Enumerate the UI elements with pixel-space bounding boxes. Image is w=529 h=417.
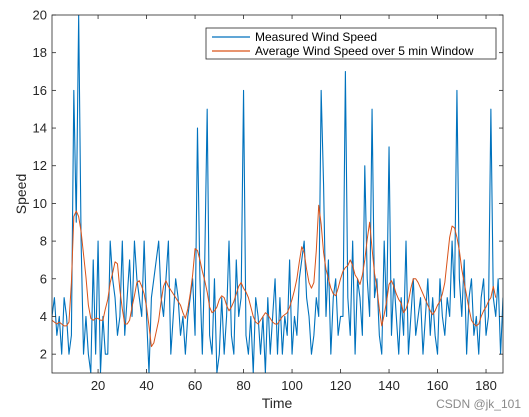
legend[interactable]: Measured Wind Speed Average Wind Speed o… <box>205 27 497 60</box>
y-tick-label: 14 <box>33 121 47 136</box>
x-tick-label: 180 <box>475 378 497 393</box>
y-tick-label: 10 <box>33 196 47 211</box>
x-tick-label: 20 <box>91 378 105 393</box>
series-line-measured <box>52 15 503 373</box>
plot-area <box>52 15 503 373</box>
y-tick-label: 8 <box>40 234 47 249</box>
x-tick-label: 140 <box>378 378 400 393</box>
watermark: CSDN @jk_101 <box>436 397 521 411</box>
x-tick-label: 40 <box>139 378 153 393</box>
legend-label-average: Average Wind Speed over 5 min Window <box>255 44 474 58</box>
series-layer <box>52 15 503 373</box>
y-tick-label: 6 <box>40 271 47 286</box>
y-axis-title: Speed <box>13 174 29 214</box>
x-tick-label: 120 <box>330 378 352 393</box>
axes-box <box>51 14 504 374</box>
legend-box <box>205 27 497 60</box>
series-line-average <box>52 204 497 348</box>
y-tick-label: 4 <box>40 309 47 324</box>
x-tick-label: 100 <box>281 378 303 393</box>
x-tick-label: 160 <box>427 378 449 393</box>
y-tick-label: 20 <box>33 8 47 23</box>
legend-label-measured: Measured Wind Speed <box>255 30 377 44</box>
x-tick-label: 80 <box>236 378 250 393</box>
x-axis-title: Time <box>262 395 293 411</box>
y-tick-label: 2 <box>40 347 47 362</box>
axes-layer <box>51 14 504 374</box>
y-tick-label: 16 <box>33 83 47 98</box>
ticks-layer: 20 40 60 80 100 120 140 160 180 2 4 6 8 10 12 14 16 18 20 <box>33 8 503 393</box>
y-tick-label: 18 <box>33 45 47 60</box>
x-tick-label: 60 <box>188 378 202 393</box>
y-tick-label: 12 <box>33 158 47 173</box>
